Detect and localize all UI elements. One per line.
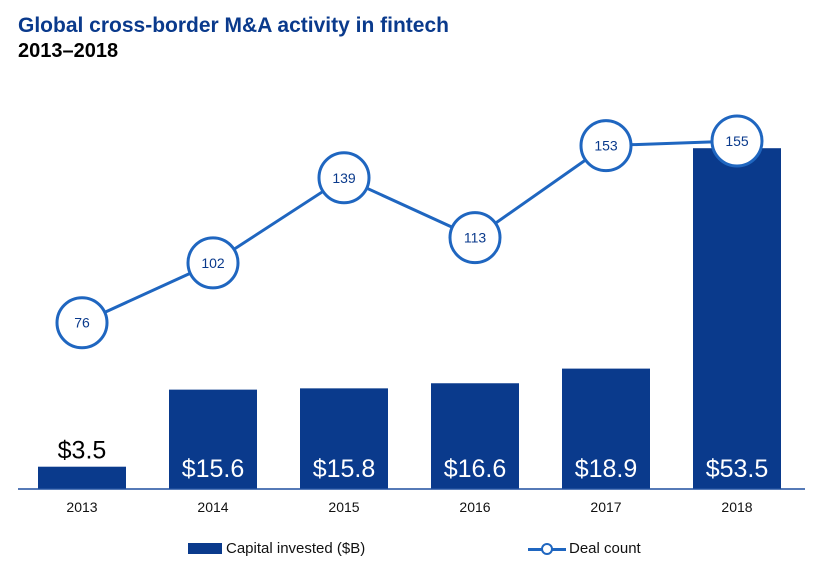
bar-label-2014: $15.6 [182, 455, 245, 483]
deal-marker-2014 [186, 236, 240, 290]
legend-deal-count: Deal count [528, 540, 641, 557]
legend-deal-label: Deal count [569, 540, 641, 557]
deal-marker-2013 [55, 296, 109, 350]
bar-2014 [169, 389, 257, 489]
deal-label-2014: 102 [201, 255, 225, 271]
deal-label-2015: 139 [332, 170, 356, 186]
bar-label-2017: $18.9 [575, 455, 638, 483]
bar-2017 [562, 368, 650, 489]
deal-label-2013: 76 [74, 315, 90, 331]
bar-2018 [693, 148, 781, 489]
bar-2016 [431, 383, 519, 489]
bar-2013 [38, 466, 126, 489]
x-tick-label-2018: 2018 [721, 499, 752, 515]
bar-label-2013: $3.5 [58, 437, 107, 465]
deal-count-line [81, 139, 738, 325]
legend-bar-swatch [188, 543, 222, 554]
x-tick-label-2017: 2017 [590, 499, 621, 515]
deal-marker-2018 [710, 114, 764, 168]
x-tick-label-2016: 2016 [459, 499, 490, 515]
legend-capital-label: Capital invested ($B) [226, 540, 366, 557]
deal-label-2018: 155 [725, 133, 749, 149]
legend-line-swatch [528, 542, 566, 556]
deal-label-2017: 153 [594, 138, 618, 154]
bar-label-2018: $53.5 [706, 455, 769, 483]
x-tick-label-2015: 2015 [328, 499, 359, 515]
chart-title: Global cross-border M&A activity in fint… [18, 14, 449, 37]
x-tick-label-2014: 2014 [197, 499, 228, 515]
x-tick-label-2013: 2013 [66, 499, 97, 515]
bar-label-2015: $15.8 [313, 455, 376, 483]
bar-2015 [300, 388, 388, 489]
deal-marker-2017 [579, 119, 633, 173]
deal-marker-2015 [317, 151, 371, 205]
deal-marker-2016 [448, 211, 502, 265]
bar-label-2016: $16.6 [444, 455, 507, 483]
deal-label-2016: 113 [464, 230, 487, 246]
chart-subtitle: 2013–2018 [18, 40, 119, 62]
legend-capital-invested: Capital invested ($B) [188, 540, 365, 557]
